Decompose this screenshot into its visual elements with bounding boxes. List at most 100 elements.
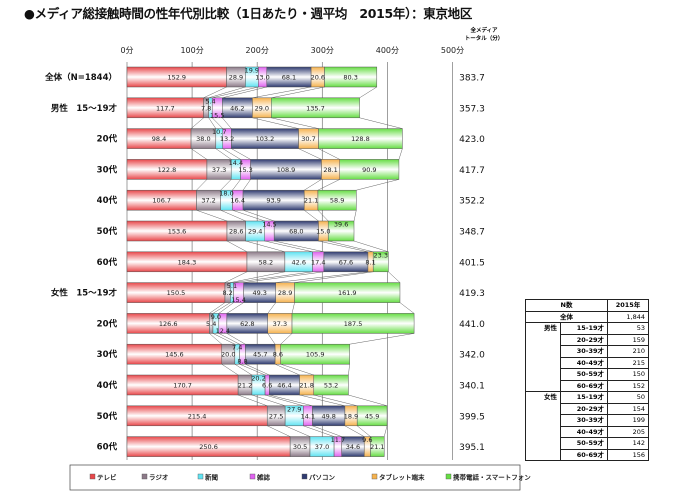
age-label: 30-39才 [560, 345, 608, 358]
x-tick-label: 100分 [180, 46, 203, 55]
data-label: 6.6 [262, 382, 272, 390]
connector-line [232, 179, 241, 191]
bar-segment-携帯電話・スマートフォン [280, 343, 350, 365]
connector-line [215, 148, 232, 160]
cell-value: 199 [607, 414, 649, 427]
connector-line [344, 425, 365, 437]
age-label: 20-29才 [560, 402, 608, 415]
connector-line [267, 425, 291, 437]
connector-line [388, 271, 401, 283]
total-value: 441.0 [459, 320, 485, 330]
connector-line [203, 86, 227, 99]
connector-line [318, 148, 340, 160]
data-label: 15.4 [231, 296, 245, 304]
legend-label: パソコン [309, 473, 336, 482]
data-label: 58.9 [330, 197, 344, 205]
connector-line [357, 425, 371, 437]
group-label: 女性 [525, 391, 561, 461]
connector-line [275, 271, 368, 283]
connector-line [196, 209, 228, 222]
data-label: 14.4 [229, 159, 243, 167]
connector-line [312, 425, 342, 437]
category-label: 20代 [97, 134, 118, 145]
data-label: 10.7 [212, 128, 226, 136]
data-label: 98.4 [152, 135, 166, 143]
total-value: 399.5 [459, 412, 485, 422]
connector-line [267, 333, 276, 345]
data-label: 21.8 [299, 382, 313, 390]
age-label: 50-59才 [560, 437, 608, 450]
connector-line [383, 425, 388, 437]
category-label: 40代 [97, 195, 118, 206]
data-label: 135.7 [306, 104, 325, 112]
connector-line [271, 86, 325, 99]
data-label: 21.1 [370, 443, 384, 451]
category-label: 60代 [97, 442, 118, 453]
connector-line [317, 210, 329, 222]
connector-line [230, 271, 285, 283]
data-label: 90.9 [362, 166, 376, 174]
connector-line [356, 179, 399, 191]
data-label: 15.3 [238, 166, 252, 174]
connector-line [222, 148, 241, 160]
bar-segment-携帯電話・スマートフォン [372, 251, 389, 273]
connector-line [359, 86, 377, 99]
category-label: 女性 15～19才 [51, 288, 118, 299]
bar-segment-携帯電話・スマートフォン [324, 66, 378, 88]
data-label: 128.8 [351, 135, 370, 143]
data-label: 14.5 [262, 221, 276, 229]
legend-label: ラジオ [149, 474, 168, 482]
cell-value: 159 [607, 333, 649, 346]
connector-line [304, 210, 319, 222]
data-label: 108.9 [277, 166, 296, 174]
data-label: 28.6 [229, 228, 243, 236]
connector-line [233, 271, 313, 283]
connector-line [226, 333, 246, 345]
data-label: 8.2 [222, 289, 232, 297]
connector-line [252, 86, 312, 99]
data-label: 20.2 [251, 375, 265, 383]
connector-line [242, 209, 275, 222]
data-label: 45.7 [253, 351, 267, 359]
connector-line [398, 148, 403, 160]
table-row: 全体 1,844 [525, 310, 649, 323]
connector-line [265, 394, 304, 407]
x-tick-label: 0分 [120, 46, 133, 55]
x-tick-label: 500分 [441, 46, 464, 55]
connector-line [303, 425, 335, 437]
cell-value: 150 [607, 368, 649, 381]
connector-line [291, 302, 295, 314]
data-label: 93.9 [266, 197, 280, 205]
data-label: 28.9 [278, 289, 292, 297]
cell-value: 154 [607, 402, 649, 415]
connector-line [245, 240, 285, 253]
connector-line [212, 117, 223, 129]
data-label: 8.6 [273, 351, 283, 359]
legend-label: タブレット端末 [379, 473, 425, 482]
category-label: 30代 [97, 349, 118, 360]
connector-line [224, 271, 248, 283]
bar-segment-携帯電話・スマートフォン [356, 405, 388, 427]
cell-value: 142 [607, 437, 649, 450]
category-label: 60代 [97, 257, 118, 268]
data-label: 15.5 [210, 111, 224, 119]
data-label: 21.1 [304, 197, 318, 205]
x-tick-label: 300分 [311, 46, 334, 55]
connector-line [190, 117, 204, 129]
connector-line [267, 302, 276, 314]
cell-value: 210 [607, 345, 649, 358]
data-label: 18.9 [344, 412, 358, 420]
connector-line [238, 394, 268, 407]
table-row: 60-69才 152 [526, 379, 649, 392]
connector-line [208, 117, 217, 129]
table-row: 男性 15-19才 53 [525, 322, 649, 392]
cell-value: 215 [607, 356, 649, 369]
table-header: N数 [525, 299, 608, 312]
data-label: 13.0 [255, 74, 269, 82]
data-label: 46.2 [230, 104, 244, 112]
age-label: 50-59才 [560, 368, 608, 381]
data-label: 7.4 [232, 344, 242, 352]
cell-value: 53 [607, 322, 649, 335]
total-value: 395.1 [459, 443, 485, 453]
total-value: 383.7 [459, 74, 485, 84]
